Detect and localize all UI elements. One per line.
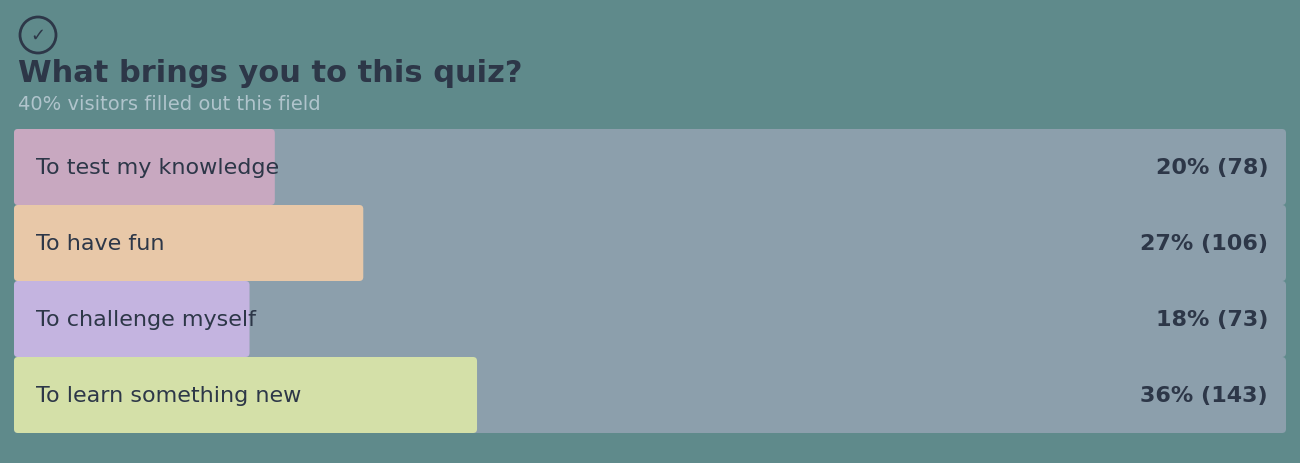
Text: 18% (73): 18% (73) [1156, 309, 1268, 329]
FancyBboxPatch shape [14, 130, 1286, 206]
FancyBboxPatch shape [14, 206, 1286, 282]
FancyBboxPatch shape [14, 357, 477, 433]
FancyBboxPatch shape [14, 206, 363, 282]
Text: To challenge myself: To challenge myself [36, 309, 256, 329]
FancyBboxPatch shape [14, 130, 274, 206]
Text: To have fun: To have fun [36, 233, 165, 253]
Text: 27% (106): 27% (106) [1140, 233, 1267, 253]
Text: ✓: ✓ [30, 27, 46, 45]
Text: 36% (143): 36% (143) [1140, 385, 1267, 405]
FancyBboxPatch shape [14, 282, 250, 357]
FancyBboxPatch shape [14, 282, 1286, 357]
Text: To learn something new: To learn something new [36, 385, 302, 405]
Text: 20% (78): 20% (78) [1156, 158, 1268, 178]
Text: 40% visitors filled out this field: 40% visitors filled out this field [18, 94, 321, 113]
FancyBboxPatch shape [14, 357, 1286, 433]
Text: What brings you to this quiz?: What brings you to this quiz? [18, 59, 523, 88]
Text: To test my knowledge: To test my knowledge [36, 158, 280, 178]
